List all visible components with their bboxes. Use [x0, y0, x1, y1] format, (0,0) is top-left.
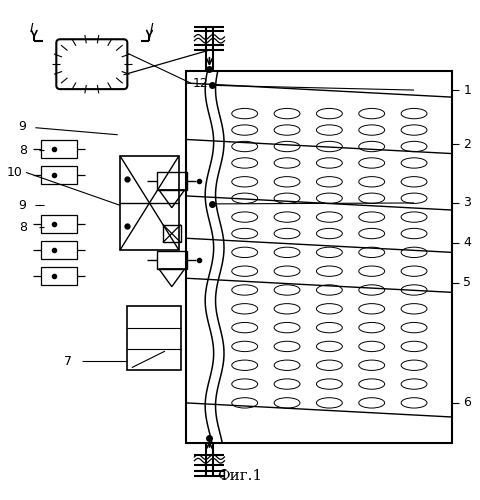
Bar: [163, 224, 181, 242]
Bar: [156, 251, 187, 269]
Text: 1: 1: [464, 84, 471, 96]
Bar: [41, 140, 76, 158]
Bar: [41, 241, 76, 259]
Text: 7: 7: [64, 356, 72, 368]
Text: 4: 4: [464, 236, 471, 250]
Bar: [41, 215, 76, 233]
Bar: [120, 156, 179, 250]
Text: 10: 10: [6, 166, 22, 179]
Text: 5: 5: [464, 276, 471, 289]
Text: 9: 9: [19, 120, 26, 134]
Bar: [41, 166, 76, 184]
Text: I: I: [30, 22, 34, 36]
Text: Фиг.1: Фиг.1: [217, 469, 263, 483]
Bar: [186, 71, 452, 443]
Text: I: I: [150, 22, 154, 36]
Text: 8: 8: [19, 221, 27, 234]
Bar: [41, 267, 76, 285]
Bar: [156, 172, 187, 190]
Text: 12: 12: [193, 76, 209, 90]
Text: 8: 8: [19, 144, 27, 157]
Text: 6: 6: [464, 396, 471, 409]
Text: 3: 3: [464, 196, 471, 209]
Text: 9: 9: [19, 199, 26, 212]
Bar: [127, 306, 181, 370]
Text: 2: 2: [464, 138, 471, 150]
